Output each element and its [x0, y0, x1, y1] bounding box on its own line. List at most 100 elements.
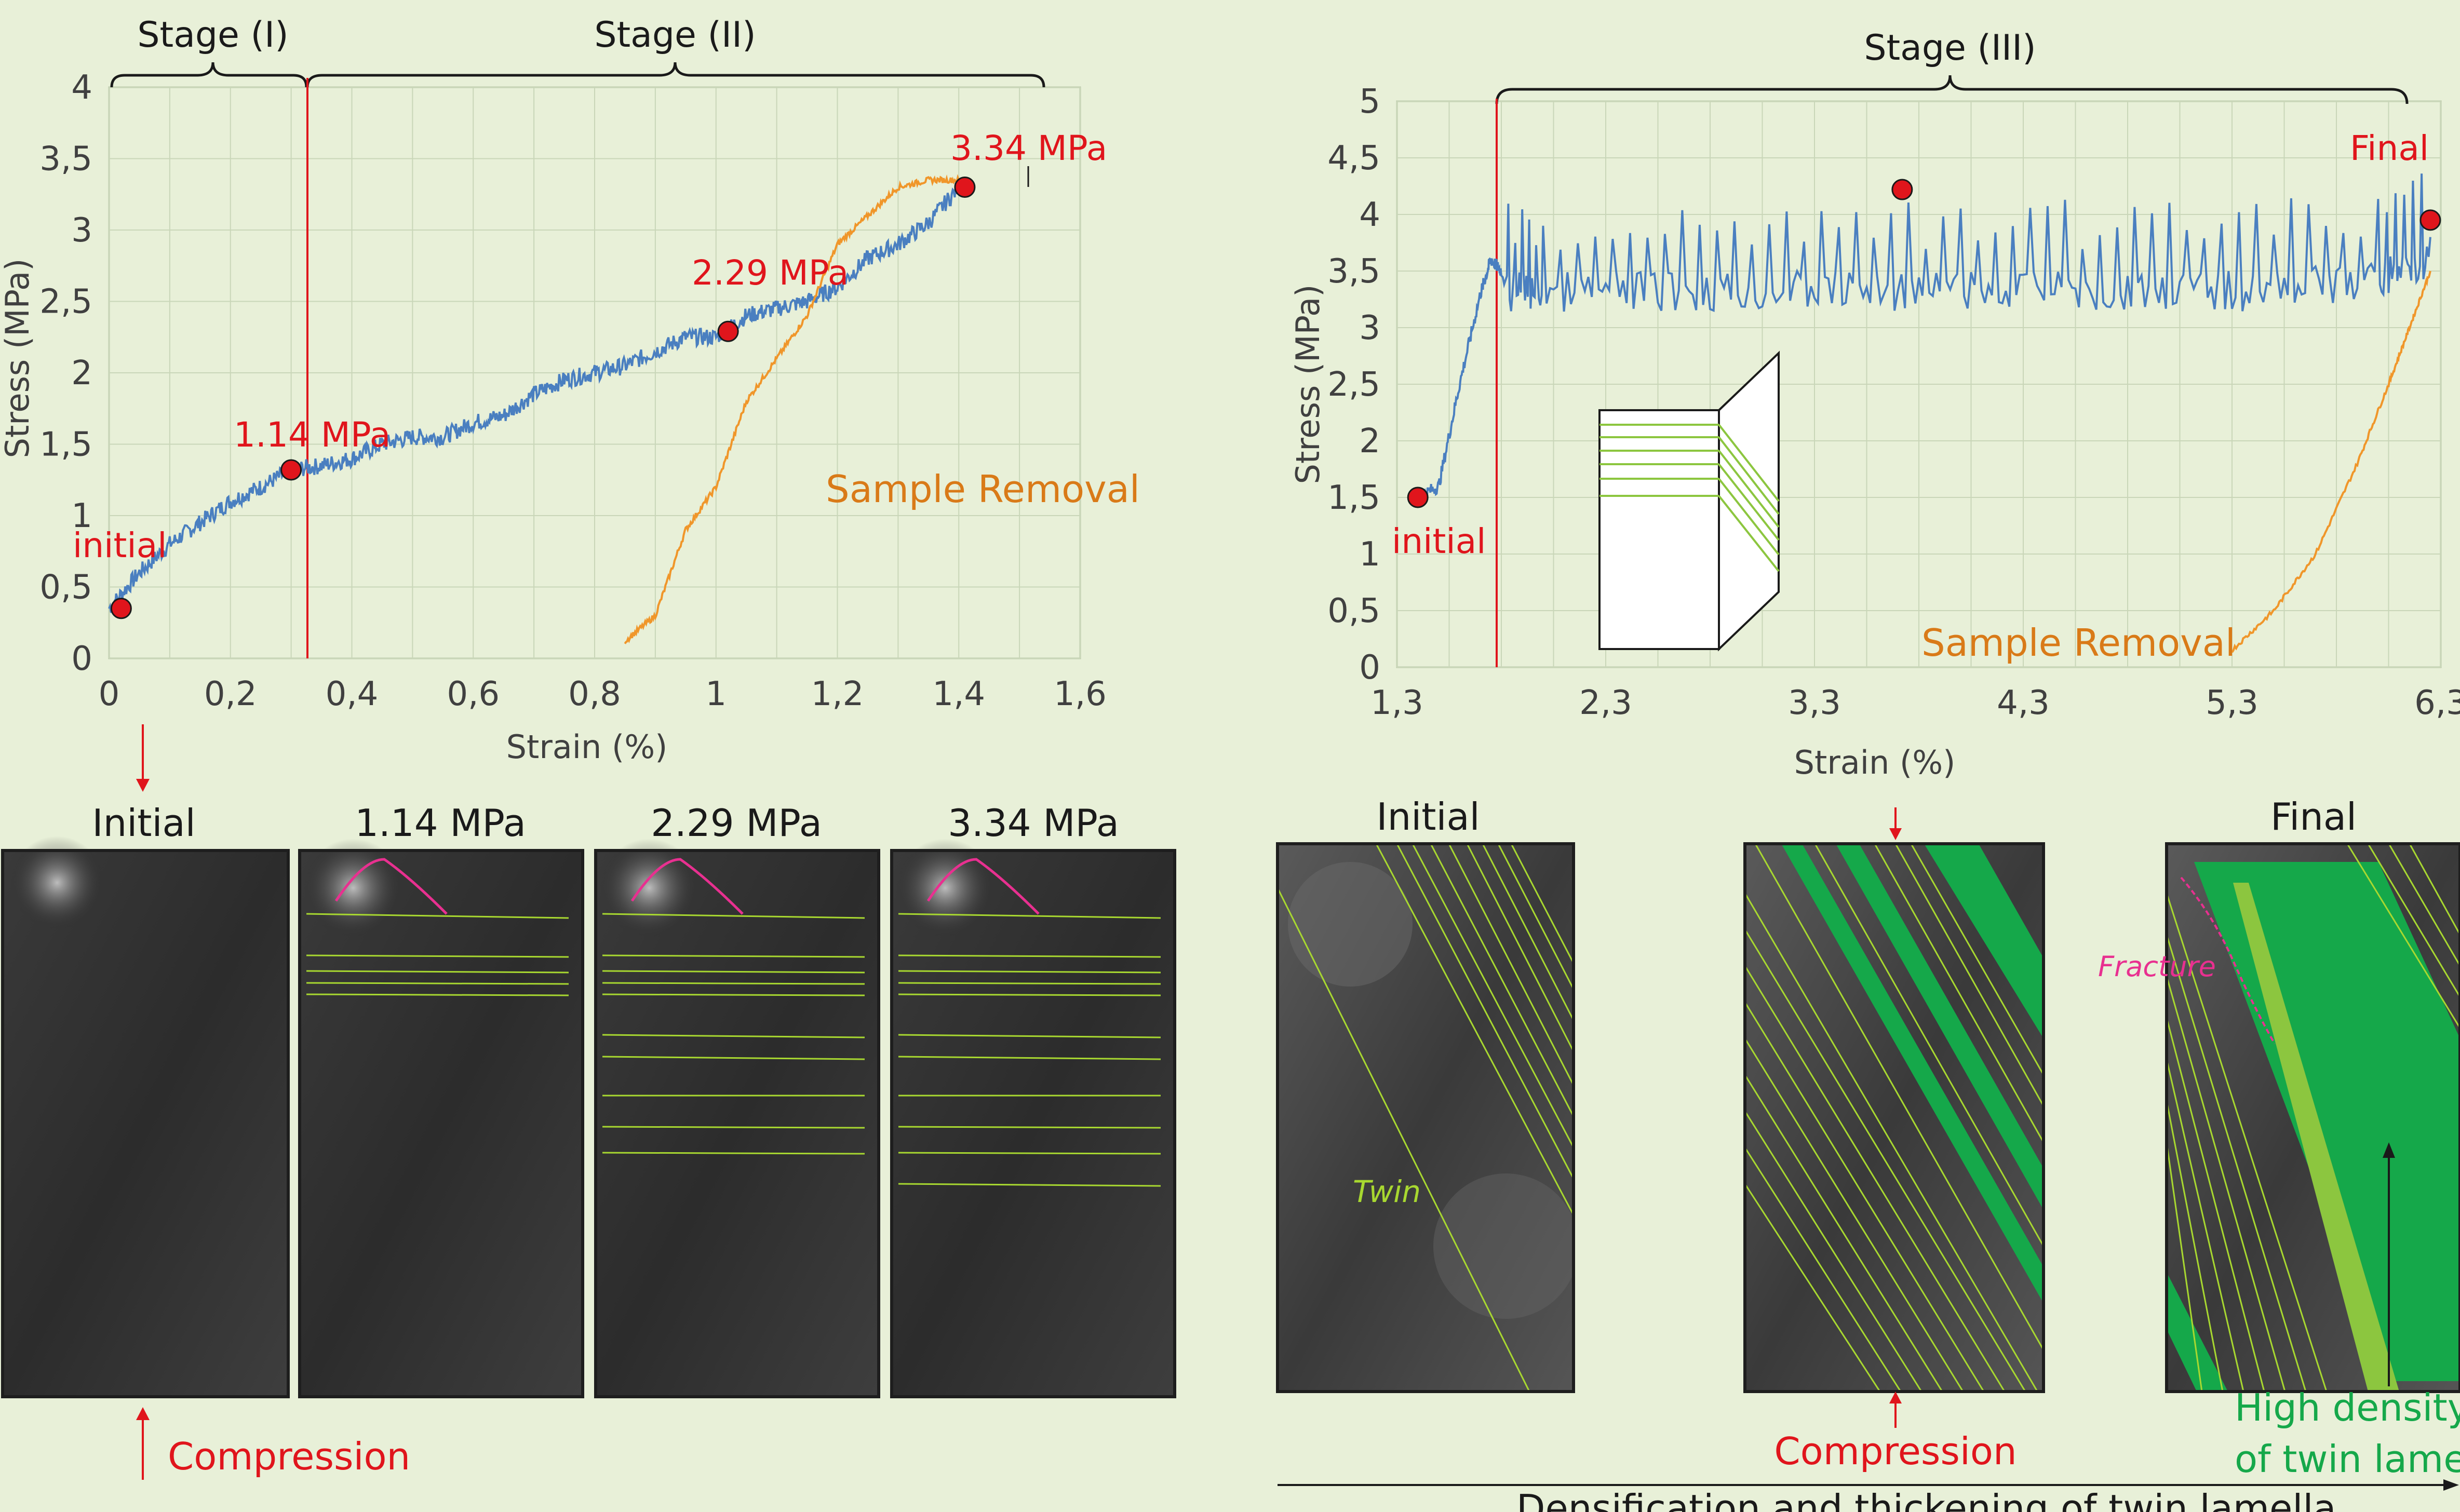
- y-tick-label: 2,5: [39, 283, 92, 321]
- marker-label-3-34: 3.34 MPa: [950, 128, 1107, 168]
- micrograph-title-initial-right: Initial: [1376, 795, 1480, 839]
- marker-label-final: Final: [2350, 128, 2429, 168]
- y-tick-label: 0: [71, 640, 92, 678]
- micrograph-initial-right: [1278, 844, 1574, 1392]
- high-density-arrow: [2383, 1142, 2395, 1386]
- y-tick-label: 0,5: [39, 569, 92, 607]
- micrograph-title-2-29: 2.29 MPa: [651, 801, 822, 845]
- y-tick-label: 2: [71, 354, 92, 393]
- data-marker: [1891, 179, 1913, 200]
- y-axis-label-left: Stress (MPa): [0, 259, 36, 458]
- stage-brace-2: [306, 62, 1045, 88]
- stage-label-1: Stage (I): [137, 15, 288, 56]
- y-tick-label: 3,5: [39, 140, 92, 179]
- x-tick-label: 1,6: [1054, 675, 1107, 713]
- stage-label-2: Stage (II): [594, 15, 756, 56]
- x-ticks-left: 0 0,2 0,4 0,6 0,8 1 1,2 1,4 1,6: [99, 675, 1107, 713]
- x-tick-label: 1,2: [811, 675, 864, 713]
- crystal-schematic-icon: [1598, 350, 1780, 652]
- compression-arrow-right: [1889, 1392, 1902, 1428]
- compression-label-right: Compression: [1774, 1429, 2017, 1473]
- compression-arrow-top-right: [1889, 807, 1902, 840]
- high-density-label-1: High density: [2235, 1386, 2460, 1429]
- micrograph-3-34: [890, 839, 1176, 1398]
- micrograph-1-14: [298, 839, 584, 1398]
- data-marker: [717, 320, 739, 342]
- micrograph-final: [2167, 844, 2460, 1392]
- high-density-label-2: of twin lamel: [2235, 1437, 2460, 1481]
- x-axis-label-right: Strain (%): [1794, 744, 1956, 781]
- marker-label-initial-right: initial: [1392, 521, 1486, 561]
- y-ticks-right: 0 0,5 1 1,5 2 2,5 3 3,5 4 4,5 5: [1327, 83, 1380, 687]
- densification-arrow: [1278, 1479, 2459, 1491]
- compression-arrow-left: [136, 1407, 150, 1480]
- micrographs-left: Initial 1.14 MPa 2.29 MPa 3.34 MPa: [1, 801, 1176, 1480]
- y-tick-label: 1: [1359, 535, 1380, 574]
- micrograph-title-1-14: 1.14 MPa: [355, 801, 526, 845]
- markers-right: [1407, 179, 2441, 508]
- series-orange-left: [624, 174, 960, 644]
- fracture-label: Fracture: [2098, 950, 2216, 983]
- micrograph-frame-initial-right: [1276, 842, 1575, 1393]
- marker-label-1-14: 1.14 MPa: [234, 415, 391, 455]
- compression-arrow-top-left: [136, 724, 150, 792]
- x-tick-label: 2,3: [1579, 684, 1632, 722]
- x-tick-label: 1,3: [1370, 684, 1423, 722]
- x-tick-label: 1,4: [932, 675, 985, 713]
- x-tick-label: 6,3: [2414, 684, 2460, 722]
- micrograph-title-final: Final: [2270, 795, 2357, 839]
- marker-label-initial-left: initial: [73, 525, 167, 565]
- stage-label-3: Stage (III): [1864, 28, 2036, 69]
- stage-brace-3: [1495, 75, 2409, 104]
- x-axis-label-left: Strain (%): [506, 728, 668, 766]
- y-tick-label: 4: [71, 69, 92, 107]
- x-tick-label: 0,8: [568, 675, 621, 713]
- micrographs-right: Initial Final Twin: [1276, 795, 2460, 1512]
- y-tick-label: 1: [71, 497, 92, 535]
- series-blue-right: [1417, 173, 2431, 502]
- y-tick-label: 0,5: [1327, 592, 1380, 630]
- twin-label: Twin: [1353, 1174, 1421, 1209]
- micrograph-middle-right: [1745, 844, 2044, 1392]
- y-tick-label: 2: [1359, 422, 1380, 461]
- micrograph-title-initial-left: Initial: [92, 801, 195, 845]
- micrograph-frame-middle-right: [1743, 842, 2045, 1393]
- y-tick-label: 3: [71, 211, 92, 250]
- annotation-sample-removal-left: Sample Removal: [826, 467, 1140, 511]
- data-marker: [280, 459, 302, 481]
- data-marker: [2419, 209, 2441, 231]
- micrograph-2-29: [594, 839, 880, 1398]
- series-orange-right: [2231, 271, 2431, 653]
- chart-right: 0 0,5 1 1,5 2 2,5 3 3,5 4 4,5 5 1,3 2,3 3,3 4,3 5,3 6,3…: [1289, 28, 2460, 781]
- x-tick-label: 0,6: [447, 675, 500, 713]
- data-marker: [954, 177, 976, 198]
- x-tick-label: 0: [99, 675, 120, 713]
- grid-right: [1396, 101, 2441, 668]
- x-tick-label: 3,3: [1788, 684, 1841, 722]
- y-tick-label: 4,5: [1327, 139, 1380, 178]
- y-tick-label: 1,5: [1327, 479, 1380, 517]
- chart-left: 0 0,5 1 1,5 2 2,5 3 3,5 4 0 0,2 0,4 0,6 0,8 1 1,2 1,4 1,…: [0, 15, 1140, 792]
- y-tick-label: 1,5: [39, 426, 92, 464]
- y-tick-label: 3: [1359, 309, 1380, 347]
- x-tick-label: 0,4: [326, 675, 379, 713]
- y-tick-label: 4: [1359, 196, 1380, 234]
- micrograph-frame-final: [2165, 842, 2460, 1393]
- data-marker: [1407, 487, 1429, 508]
- y-tick-label: 0: [1359, 649, 1380, 687]
- micrograph-title-3-34: 3.34 MPa: [948, 801, 1119, 845]
- series-blue-left: [108, 181, 960, 613]
- y-tick-label: 5: [1359, 83, 1380, 121]
- x-tick-label: 0,2: [204, 675, 257, 713]
- x-ticks-right: 1,3 2,3 3,3 4,3 5,3 6,3: [1370, 684, 2460, 722]
- x-tick-label: 1: [705, 675, 727, 713]
- markers-left: [110, 177, 976, 619]
- densification-caption: Densification and thickening of twin lam…: [1516, 1487, 2336, 1512]
- annotation-sample-removal-right: Sample Removal: [1921, 621, 2236, 665]
- y-ticks-left: 0 0,5 1 1,5 2 2,5 3 3,5 4: [39, 69, 92, 678]
- data-marker: [110, 598, 132, 619]
- x-tick-label: 5,3: [2206, 684, 2259, 722]
- y-axis-label-right: Stress (MPa): [1289, 285, 1327, 484]
